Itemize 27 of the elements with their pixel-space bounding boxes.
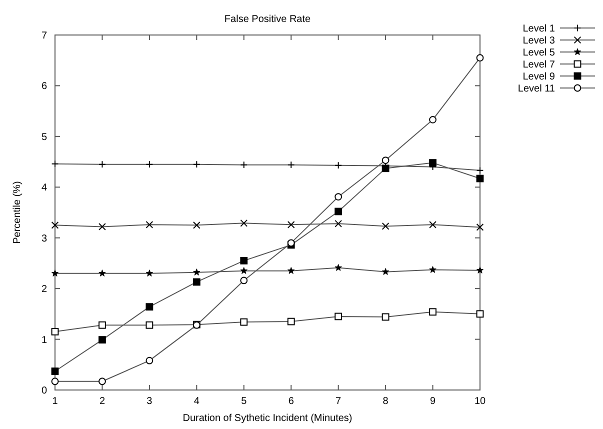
legend-label: Level 3 (522, 36, 556, 46)
legend-label: Level 1 (522, 24, 556, 34)
y-tick-label: 6 (41, 81, 48, 92)
chart-title: False Positive Rate (224, 14, 312, 25)
legend-label: Level 9 (522, 72, 556, 82)
x-tick-label: 6 (288, 396, 294, 407)
y-tick-label: 2 (41, 284, 48, 296)
x-axis-title: Duration of Sythetic Incident (Minutes) (182, 413, 352, 424)
x-tick-label: 3 (146, 396, 153, 407)
x-tick-label: 8 (382, 396, 389, 407)
legend-label: Level 7 (522, 60, 556, 70)
y-axis-title: Percentile (%) (12, 181, 23, 244)
x-tick-label: 4 (194, 396, 200, 407)
y-tick-label: 4 (41, 182, 48, 194)
x-tick-label: 7 (336, 396, 342, 407)
legend-label: Level 11 (518, 84, 556, 94)
y-tick-label: 3 (41, 233, 48, 244)
y-tick-label: 1 (41, 334, 48, 346)
x-tick-label: 10 (474, 396, 486, 407)
x-tick-label: 2 (99, 396, 106, 407)
y-tick-label: 7 (41, 30, 48, 42)
y-tick-label: 5 (41, 132, 48, 143)
x-tick-label: 5 (241, 396, 248, 407)
x-tick-label: 9 (430, 396, 436, 407)
x-tick-label: 1 (52, 396, 58, 407)
legend-label: Level 5 (522, 48, 556, 58)
y-tick-label: 0 (41, 386, 48, 396)
